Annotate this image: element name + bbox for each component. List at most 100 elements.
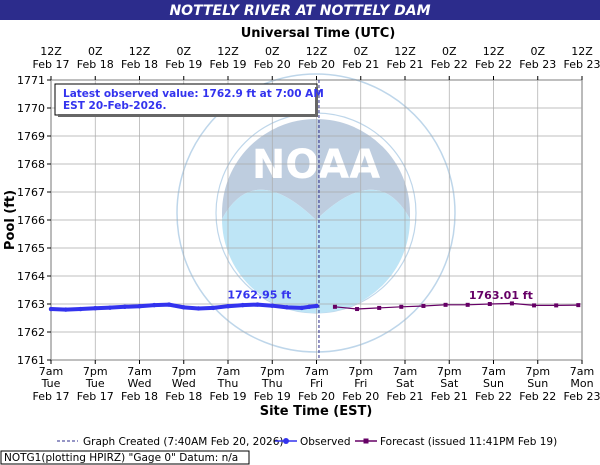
- observed-data-point: [255, 302, 260, 307]
- latest-observed-line1: Latest observed value: 1762.9 ft at 7:00…: [63, 88, 324, 100]
- observed-data-point: [196, 306, 201, 311]
- forecast-data-point: [377, 305, 382, 310]
- observed-data-point: [240, 302, 245, 308]
- observed-series-line: [49, 302, 319, 312]
- top-tick-label: Feb 21: [387, 58, 424, 71]
- forecast-data-point: [443, 302, 448, 307]
- observed-data-point: [93, 306, 98, 311]
- title-bar: [0, 0, 600, 20]
- y-axis-title: Pool (ft): [3, 190, 18, 250]
- y-tick-label: 1765: [17, 242, 45, 255]
- observed-data-point: [211, 305, 216, 311]
- top-tick-label: 0Z: [176, 45, 191, 58]
- x-tick-label: Fri: [310, 377, 323, 390]
- x-tick-label: 7am: [304, 365, 328, 378]
- forecast-data-point: [465, 302, 470, 307]
- observed-data-point: [152, 302, 157, 308]
- top-tick-label: 12Z: [571, 45, 593, 58]
- x-tick-label: Sat: [396, 377, 415, 390]
- x-tick-label: Feb 19: [254, 390, 291, 403]
- y-tick-label: 1762: [17, 326, 45, 339]
- x-tick-label: Sun: [527, 377, 548, 390]
- top-tick-label: Feb 23: [564, 58, 600, 71]
- top-tick-label: 12Z: [40, 45, 62, 58]
- legend-forecast-marker: [363, 438, 369, 444]
- top-tick-label: Feb 17: [33, 58, 70, 71]
- forecast-data-point: [509, 301, 514, 306]
- observed-data-point: [270, 303, 275, 308]
- legend-graph-created-label: Graph Created (7:40AM Feb 20, 2026): [83, 436, 283, 448]
- observed-data-point: [137, 304, 142, 309]
- top-tick-label: 12Z: [217, 45, 239, 58]
- top-tick-label: Feb 20: [254, 58, 291, 71]
- footer-box: [0, 450, 250, 465]
- y-tick-label: 1769: [17, 130, 45, 143]
- observed-data-point: [122, 304, 127, 309]
- latest-observed-box: Latest observed value: 1762.9 ft at 7:00…: [54, 83, 324, 117]
- observed-annotation-label: 1762.95 ft: [227, 289, 291, 302]
- legend-forecast-label: Forecast (issued 11:41PM Feb 19): [380, 436, 557, 448]
- svg-text:NOAA: NOAA: [252, 142, 380, 188]
- observed-data-point: [299, 305, 304, 311]
- x-tick-label: Sat: [440, 377, 459, 390]
- bottom-axis-title: Site Time (EST): [260, 404, 373, 419]
- x-tick-label: 7am: [481, 365, 505, 378]
- x-tick-label: Feb 17: [77, 390, 114, 403]
- x-tick-label: 7am: [39, 365, 63, 378]
- x-tick-label: Feb 17: [33, 390, 70, 403]
- x-tick-label: 7am: [216, 365, 240, 378]
- x-tick-label: Feb 18: [165, 390, 202, 403]
- x-tick-label: 7pm: [171, 365, 196, 378]
- y-tick-label: 1768: [17, 158, 45, 171]
- latest-observed-line2: EST 20-Feb-2026.: [63, 100, 166, 112]
- top-tick-label: Feb 21: [342, 58, 379, 71]
- footer-text: NOTG1(plotting HPIRZ) "Gage 0" Datum: n/…: [4, 452, 238, 464]
- top-tick-label: Feb 18: [121, 58, 158, 71]
- forecast-data-point: [421, 303, 426, 308]
- x-tick-label: 7am: [127, 365, 151, 378]
- x-tick-label: Mon: [570, 377, 593, 390]
- observed-data-point: [225, 304, 231, 309]
- forecast-series-line: [334, 302, 579, 310]
- top-axis-title: Universal Time (UTC): [241, 26, 396, 41]
- observed-data-point: [181, 305, 186, 310]
- x-tick-label: 7am: [393, 365, 417, 378]
- observed-data-point: [63, 307, 68, 312]
- observed-data-point: [107, 305, 113, 310]
- forecast-annotation-label: 1763.01 ft: [469, 289, 533, 302]
- x-tick-label: 7pm: [525, 365, 550, 378]
- top-tick-label: 12Z: [483, 45, 505, 58]
- top-tick-label: Feb 22: [475, 58, 512, 71]
- x-tick-label: Feb 22: [519, 390, 556, 403]
- top-tick-label: 0Z: [88, 45, 103, 58]
- x-tick-label: Feb 20: [342, 390, 379, 403]
- forecast-data-point: [487, 302, 492, 306]
- y-tick-label: 1771: [17, 74, 45, 87]
- x-tick-label: Feb 19: [210, 390, 247, 403]
- forecast-data-point: [332, 304, 337, 309]
- x-tick-label: Tue: [41, 377, 61, 390]
- legend-observed-marker: [283, 438, 289, 444]
- y-tick-label: 1767: [17, 186, 45, 199]
- x-tick-label: Wed: [172, 377, 196, 390]
- x-tick-label: Sun: [483, 377, 504, 390]
- top-tick-label: Feb 19: [210, 58, 247, 71]
- y-tick-label: 1766: [17, 214, 45, 227]
- observed-data-point: [78, 306, 83, 312]
- y-tick-label: 1764: [17, 270, 45, 283]
- x-tick-label: Fri: [354, 377, 367, 390]
- top-tick-label: Feb 18: [77, 58, 114, 71]
- x-tick-label: Feb 18: [121, 390, 158, 403]
- forecast-data-point: [399, 304, 404, 309]
- x-tick-label: Feb 20: [298, 390, 335, 403]
- y-tick-label: 1761: [17, 354, 45, 367]
- top-tick-label: 12Z: [394, 45, 416, 58]
- top-tick-label: Feb 23: [519, 58, 556, 71]
- observed-data-point: [48, 306, 54, 312]
- observed-data-point: [166, 302, 172, 307]
- top-tick-label: 0Z: [442, 45, 457, 58]
- top-tick-label: 12Z: [129, 45, 151, 58]
- x-tick-label: Thu: [217, 377, 239, 390]
- top-tick-label: 0Z: [265, 45, 280, 58]
